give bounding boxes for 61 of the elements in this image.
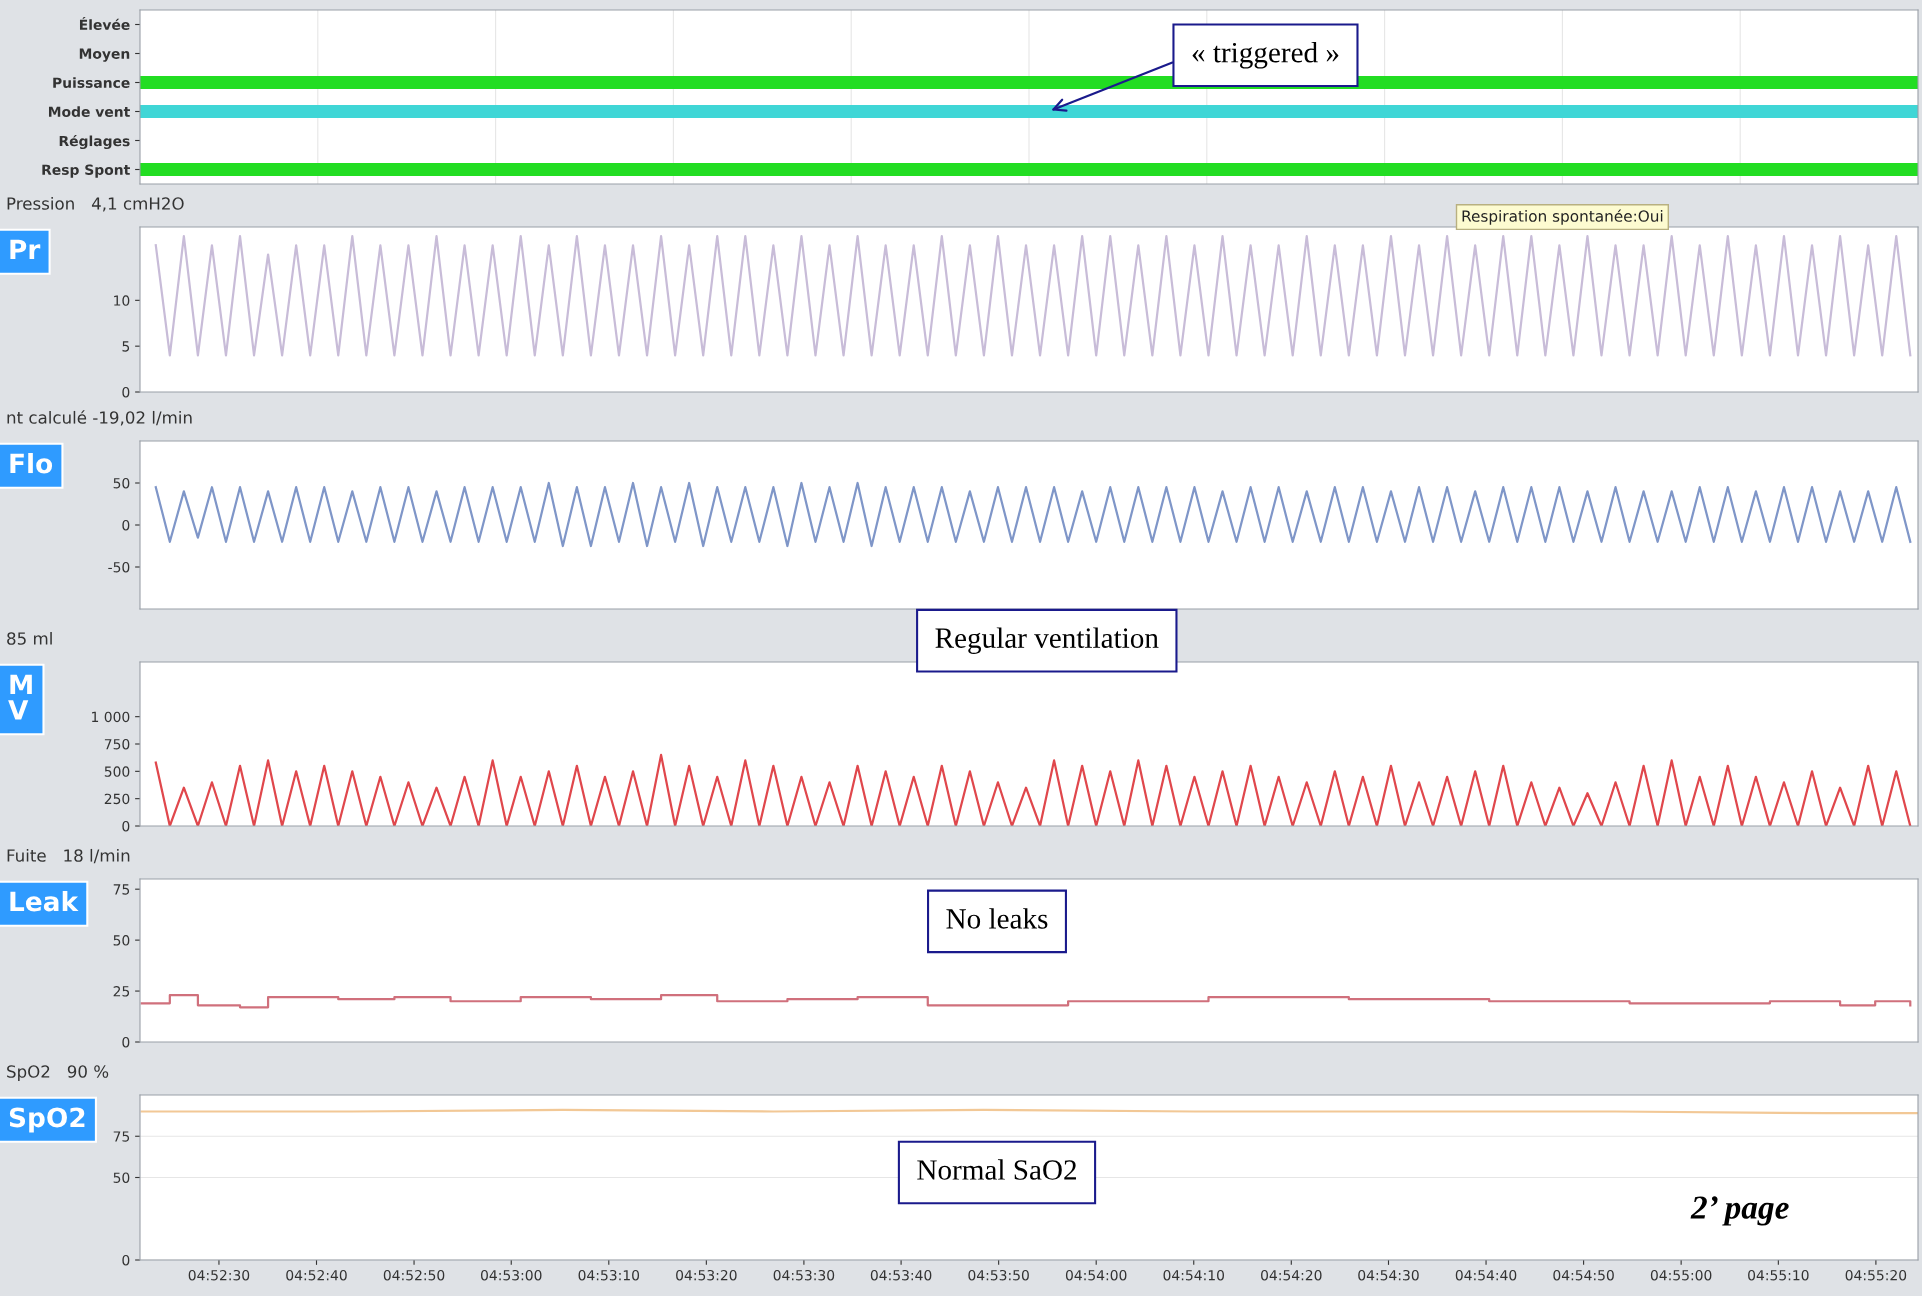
chart-title: nt calculé -19,02 l/min (7, 410, 192, 426)
x-tick-label: 04:53:40 (870, 1269, 932, 1281)
chart-title: 85 ml (7, 631, 52, 645)
x-tick-label: 04:54:20 (1261, 1269, 1322, 1281)
y-tick-label: Moyen (79, 48, 130, 62)
y-tick-label: 0 (122, 386, 130, 398)
y-tick-label: 1 000 (92, 711, 130, 723)
annotation: Normal SaO2 (917, 1159, 1076, 1180)
x-tick-label: 04:54:30 (1358, 1269, 1419, 1281)
x-tick-label: 04:54:10 (1163, 1269, 1225, 1281)
x-tick-label: 04:55:00 (1650, 1269, 1712, 1281)
text: Regular ventilation (935, 627, 1159, 654)
y-tick-label: 75 (113, 884, 130, 895)
y-axis-title: Pr (10, 239, 41, 260)
y-tick-label: 750 (104, 738, 130, 750)
x-tick-label: 04:54:50 (1553, 1269, 1614, 1281)
y-tick-label: Élevée (79, 16, 130, 30)
y-tick-label: 5 (122, 341, 130, 352)
chart-title: Fuite 18 l/min (7, 848, 130, 864)
x-tick-label: 04:53:10 (578, 1269, 640, 1281)
line-series (154, 235, 1912, 357)
y-tick-label: 50 (113, 1172, 130, 1183)
y-tick-label: 50 (113, 935, 130, 946)
y-tick-label: 50 (113, 477, 130, 489)
x-tick-label: 04:53:00 (480, 1269, 542, 1281)
y-axis-title: SpO2 (9, 1107, 85, 1133)
y-tick-label: 0 (122, 820, 130, 832)
y-tick-label: 75 (113, 1131, 130, 1142)
annotation: No leaks (946, 908, 1048, 929)
y-tick-label: 250 (104, 793, 130, 805)
y-tick-label: 500 (104, 766, 130, 777)
y-tick-label: Mode vent (48, 106, 130, 117)
y-axis-title: Leak (10, 891, 79, 912)
x-tick-label: 04:52:50 (383, 1269, 445, 1281)
x-tick-label: 04:55:10 (1748, 1269, 1809, 1281)
text: Respiration spontanée:Oui (1462, 209, 1663, 225)
x-tick-label: 04:53:30 (773, 1269, 835, 1281)
x-tick-label: 04:55:20 (1845, 1269, 1907, 1281)
chart-title: SpO2 90 % (7, 1065, 109, 1082)
chart-title: Pression 4,1 cmH2O (7, 196, 184, 212)
y-axis-title: Flo (10, 453, 53, 474)
y-tick-label: 10 (114, 295, 130, 306)
y-tick-label: Puissance (53, 77, 130, 88)
y-tick-label: Resp Spont (42, 164, 130, 178)
line-series (154, 753, 1912, 826)
y-tick-label: -50 (108, 561, 130, 573)
y-tick-label: 0 (122, 519, 130, 531)
x-tick-label: 04:53:50 (968, 1269, 1029, 1281)
y-tick-label: Réglages (59, 134, 130, 150)
y-tick-label: 0 (122, 1254, 130, 1266)
x-tick-label: 04:54:40 (1455, 1269, 1517, 1281)
x-tick-label: 04:52:30 (188, 1269, 250, 1281)
annotation: « triggered » (1192, 41, 1339, 69)
x-tick-label: 04:52:40 (286, 1269, 347, 1281)
y-tick-label: 0 (122, 1036, 130, 1048)
y-tick-label: 25 (113, 986, 130, 997)
y-axis-title: M V (8, 674, 32, 720)
x-tick-label: 04:54:00 (1065, 1269, 1127, 1281)
annotation: 2’ page (1690, 1196, 1789, 1226)
x-tick-label: 04:53:20 (676, 1269, 737, 1281)
line-series (154, 481, 1912, 548)
